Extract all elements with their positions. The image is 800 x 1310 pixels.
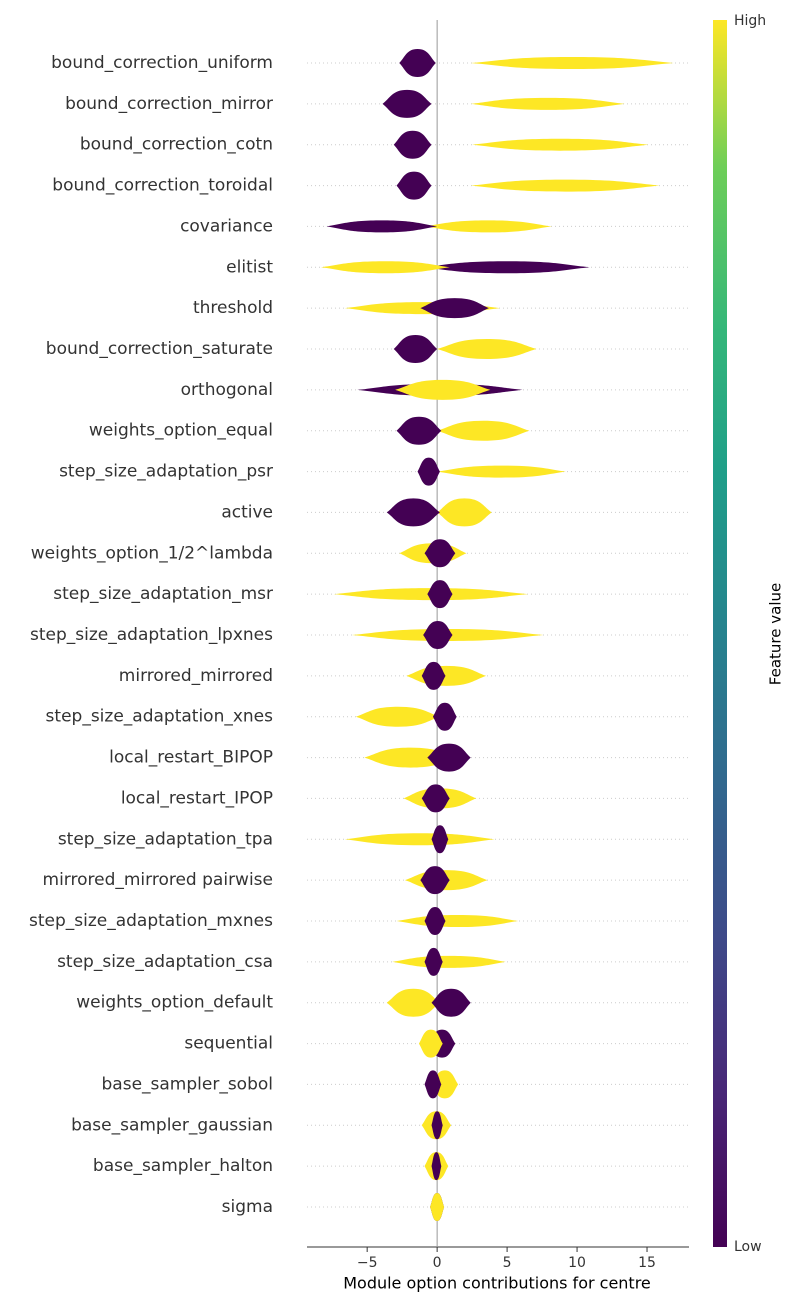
swarm [417, 457, 440, 486]
swarm [396, 416, 442, 445]
swarm [382, 89, 432, 118]
category-label: base_sampler_halton [93, 1156, 273, 1176]
swarm [393, 335, 438, 363]
category-label: local_restart_BIPOP [109, 748, 273, 768]
swarm [418, 1029, 443, 1058]
swarm [470, 57, 674, 69]
swarm [424, 907, 446, 935]
swarm [424, 1070, 442, 1099]
category-label: step_size_adaptation_xnes [46, 707, 274, 727]
colorbar-low-label: Low [734, 1239, 762, 1255]
x-tick-label: 10 [568, 1255, 586, 1271]
category-label: threshold [193, 298, 273, 318]
swarm [395, 379, 491, 400]
swarm [406, 665, 487, 686]
category-label: mirrored_mirrored pairwise [43, 870, 273, 890]
colorbar-label: Feature value [767, 583, 785, 685]
category-label: bound_correction_uniform [51, 53, 273, 73]
category-label: weights_option_equal [89, 421, 273, 441]
swarm [420, 298, 489, 319]
swarm [420, 866, 450, 895]
swarm [424, 220, 552, 233]
swarm [437, 420, 530, 441]
category-label: base_sampler_gaussian [71, 1115, 273, 1135]
category-label: active [221, 502, 273, 522]
category-label: elitist [226, 257, 273, 277]
category-label: step_size_adaptation_msr [53, 584, 273, 604]
colorbar-high-label: High [734, 13, 766, 29]
category-label: weights_option_default [76, 993, 273, 1013]
swarm [472, 138, 649, 151]
x-tick-label: −5 [357, 1255, 378, 1271]
swarm [427, 743, 471, 772]
swarm [437, 465, 566, 478]
swarm [344, 833, 495, 846]
category-label: bound_correction_cotn [80, 135, 273, 155]
swarm [393, 130, 432, 159]
swarm [437, 339, 537, 359]
swarm [320, 261, 450, 274]
swarm [396, 915, 519, 927]
swarm [392, 955, 506, 968]
category-label: sigma [222, 1197, 273, 1217]
x-tick-label: 0 [433, 1255, 442, 1271]
swarm [424, 539, 456, 568]
category-label: sequential [184, 1034, 273, 1054]
swarm [431, 1152, 442, 1181]
swarm [424, 947, 443, 976]
category-label: step_size_adaptation_csa [57, 952, 273, 972]
x-tick-label: 15 [638, 1255, 656, 1271]
category-label: step_size_adaptation_mxnes [29, 911, 273, 931]
swarm [386, 988, 440, 1017]
x-tick-label: 5 [503, 1255, 512, 1271]
category-label: local_restart_IPOP [121, 788, 273, 808]
category-label: mirrored_mirrored [119, 666, 273, 686]
swarm [430, 1193, 445, 1221]
category-label: orthogonal [181, 380, 273, 400]
swarm [431, 825, 449, 854]
category-label: bound_correction_saturate [46, 339, 273, 359]
swarm [399, 49, 436, 77]
category-label: step_size_adaptation_lpxnes [30, 625, 273, 645]
category-label: step_size_adaptation_tpa [58, 829, 273, 849]
category-label: base_sampler_sobol [102, 1074, 274, 1094]
swarm [421, 784, 450, 813]
x-axis-label: Module option contributions for centre [343, 1274, 651, 1293]
category-label: covariance [180, 216, 273, 236]
swarm [355, 706, 440, 727]
category-label: step_size_adaptation_psr [59, 462, 273, 482]
swarm [437, 498, 492, 527]
colorbar [713, 20, 727, 1247]
swarm [470, 97, 625, 110]
swarm [386, 498, 440, 527]
swarm [431, 1111, 443, 1140]
swarm [326, 220, 438, 233]
category-label: bound_correction_mirror [65, 94, 273, 114]
category-label: bound_correction_toroidal [52, 176, 273, 196]
swarm [427, 580, 453, 609]
swarm [470, 179, 660, 192]
swarm [432, 702, 457, 731]
swarm [431, 988, 471, 1017]
swarm [396, 171, 432, 200]
category-label: weights_option_1/2^lambda [31, 543, 273, 563]
swarm [423, 261, 590, 274]
swarm [421, 661, 446, 690]
swarm [423, 621, 453, 649]
